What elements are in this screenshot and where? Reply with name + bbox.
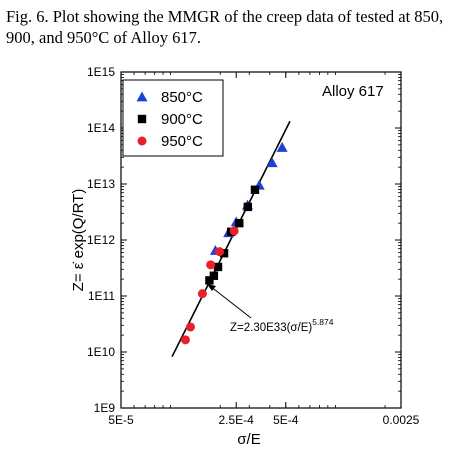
chart-title: Alloy 617 [322,83,384,100]
legend-label: 950°C [161,133,203,150]
data-point-circle [206,260,216,270]
data-point-triangle [276,141,288,152]
data-point-square [219,249,229,258]
data-point-square [243,202,252,212]
data-point-square [213,262,223,272]
legend-marker-circle [137,136,147,146]
legend-marker-square [137,114,147,124]
data-point-circle [180,335,190,345]
data-point-square [205,276,214,285]
data-point-square [235,218,244,228]
data-point-square [209,271,219,280]
legend: 850°C 900°C 950°C [122,79,224,157]
y-tick-label: 1E10 [87,345,115,359]
data-point-square [250,185,260,194]
annotation-arrow-line [209,285,252,319]
y-tick-label: 1E9 [94,401,116,415]
y-tick-label: 1E12 [87,233,115,247]
data-point-circle [197,289,207,299]
fit-equation: Z=2.30E33(σ/E)5.874 [230,317,334,334]
y-tick-label: 1E14 [87,121,115,135]
data-point-circle [185,322,195,332]
fit-equation-base: Z=2.30E33(σ/E) [230,322,312,334]
x-axis-label: σ/E [237,431,260,448]
y-axis-label: Z= ε̇ exp(Q/RT) [70,189,87,292]
figure-caption: Fig. 6. Plot showing the MMGR of the cre… [6,7,444,47]
annotation-arrowhead [207,284,216,291]
y-tick-label: 1E13 [87,177,115,191]
x-tick-label: 0.0025 [383,413,420,427]
legend-label: 900°C [161,111,203,128]
x-tick-label: 2.5E-4 [219,413,255,427]
legend-marker-triangle [136,91,148,102]
x-tick-label: 5E-5 [108,413,134,427]
y-tick-label: 1E15 [87,65,115,79]
x-tick-label: 5E-4 [273,413,299,427]
data-point-circle [229,226,239,236]
fit-equation-exponent: 5.874 [312,317,334,327]
legend-label: 850°C [161,89,203,106]
data-point-circle [215,247,225,257]
data-point-triangle [266,157,278,168]
y-tick-label: 1E11 [88,289,115,303]
